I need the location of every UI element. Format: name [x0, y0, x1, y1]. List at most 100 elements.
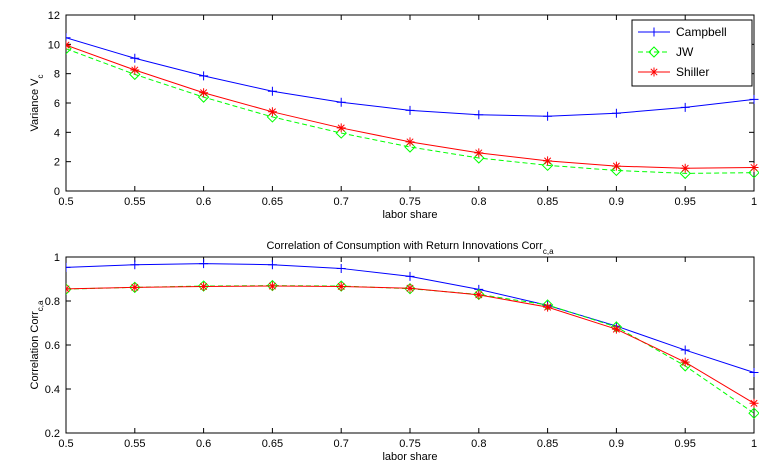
legend-box: [631, 19, 753, 87]
x-tick-label: 0.8: [471, 196, 486, 208]
y-tick-label: 6: [54, 98, 60, 110]
data-point-shiller: [749, 163, 759, 173]
y-tick-label: 4: [54, 127, 60, 139]
data-point-shiller: [66, 284, 71, 294]
y-tick-label: 0.8: [45, 296, 60, 308]
data-point-shiller: [611, 161, 621, 171]
data-point-campbell: [336, 263, 346, 273]
data-point-shiller: [680, 163, 690, 173]
data-point-shiller: [66, 40, 71, 50]
x-tick-label: 0.55: [124, 438, 145, 450]
data-point-shiller: [199, 281, 209, 291]
x-tick-label: 0.75: [399, 196, 420, 208]
x-tick-label: 0.9: [609, 196, 624, 208]
data-point-campbell: [267, 260, 277, 270]
data-point-shiller: [130, 65, 140, 75]
data-point-jw: [679, 167, 691, 180]
data-point-shiller: [405, 283, 415, 293]
data-point-shiller: [680, 357, 690, 367]
x-tick-label: 0.85: [537, 196, 558, 208]
data-point-campbell: [405, 105, 415, 115]
data-point-shiller: [267, 281, 277, 291]
x-tick-label: 0.6: [196, 196, 211, 208]
data-point-campbell: [336, 97, 346, 107]
data-point-shiller: [543, 302, 553, 312]
correlation-panel: 0.5 0.55 0.6 0.65 0.7 0.75 0.8 0.85 0.9 0.95 1 0.2 0…: [29, 240, 759, 463]
data-point-jw: [266, 279, 279, 292]
legend-label-campbell: Campbell: [676, 25, 727, 39]
x-tick-label: 0.8: [471, 438, 486, 450]
data-point-campbell: [405, 271, 415, 281]
data-point-jw: [404, 141, 416, 153]
data-point-jw: [748, 166, 759, 179]
series-line-jw: [66, 48, 755, 174]
x-axis-label: labor share: [382, 451, 437, 463]
series-shiller: [66, 281, 759, 408]
x-tick-label: 0.75: [399, 438, 420, 450]
chart-title: Correlation of Consumption with Return I…: [266, 240, 554, 256]
data-point-campbell: [267, 86, 277, 96]
data-point-jw: [335, 280, 347, 292]
x-tick-label: 0.65: [262, 196, 283, 208]
y-axis-label: Variance Vc: [29, 75, 45, 132]
data-point-jw: [66, 43, 72, 55]
data-point-shiller: [336, 123, 346, 133]
data-point-campbell: [749, 94, 759, 104]
data-point-campbell: [66, 262, 71, 272]
y-tick-label: 8: [54, 69, 60, 81]
data-point-shiller: [405, 137, 415, 147]
data-point-jw: [473, 152, 485, 164]
data-point-campbell: [130, 260, 140, 270]
legend-marker-campbell: [649, 27, 659, 37]
y-tick-label: 1: [54, 252, 60, 264]
x-tick-label: 0.85: [537, 438, 558, 450]
data-point-shiller: [611, 324, 621, 334]
y-tick-label: 0.4: [45, 384, 60, 396]
data-point-campbell: [130, 53, 140, 63]
y-tick-label: 10: [48, 39, 60, 51]
data-point-jw: [748, 407, 759, 419]
x-tick-label: 0.95: [674, 438, 695, 450]
data-point-jw: [335, 127, 347, 139]
data-point-jw: [473, 288, 485, 301]
data-point-jw: [404, 282, 416, 295]
x-tick-label: 0.7: [334, 196, 349, 208]
x-tick-label: 0.7: [334, 438, 349, 450]
data-point-shiller: [474, 148, 484, 158]
data-point-campbell: [611, 108, 621, 118]
x-axis-label: labor share: [382, 209, 437, 221]
x-tick-label: 0.9: [609, 438, 624, 450]
data-point-campbell: [199, 259, 209, 269]
series-shiller: [66, 40, 759, 173]
x-tick-label: 1: [751, 196, 757, 208]
x-tick-label: 0.95: [674, 196, 695, 208]
x-tick-label: 1: [751, 438, 757, 450]
data-point-shiller: [267, 107, 277, 117]
data-point-jw: [129, 281, 141, 294]
series-campbell: [66, 33, 759, 121]
legend: Campbell JW Shiller: [631, 19, 753, 87]
data-point-shiller: [749, 398, 759, 408]
x-tick-label: 0.5: [58, 196, 73, 208]
x-tick-label: 0.5: [58, 438, 73, 450]
legend-label-shiller: Shiller: [676, 65, 709, 79]
x-tick-label: 0.55: [124, 196, 145, 208]
y-tick-label: 0: [54, 186, 60, 198]
y-tick-label: 0.6: [45, 340, 60, 352]
data-point-campbell: [680, 102, 690, 112]
data-point-shiller: [130, 282, 140, 292]
y-tick-label: 2: [54, 157, 60, 169]
x-tick-label: 0.65: [262, 438, 283, 450]
data-point-jw: [197, 280, 210, 292]
data-point-campbell: [474, 110, 484, 120]
variance-panel: 0.5 0.55 0.6 0.65 0.7 0.75 0.8 0.85 0.9 0.95 10246…: [29, 10, 759, 221]
y-tick-label: 12: [48, 10, 60, 22]
data-point-shiller: [336, 281, 346, 291]
data-point-jw: [266, 111, 279, 123]
data-point-campbell: [66, 33, 71, 43]
legend-marker-jw: [648, 46, 660, 58]
x-tick-label: 0.6: [196, 438, 211, 450]
legend-marker-shiller: [649, 67, 659, 77]
data-point-campbell: [680, 345, 690, 355]
